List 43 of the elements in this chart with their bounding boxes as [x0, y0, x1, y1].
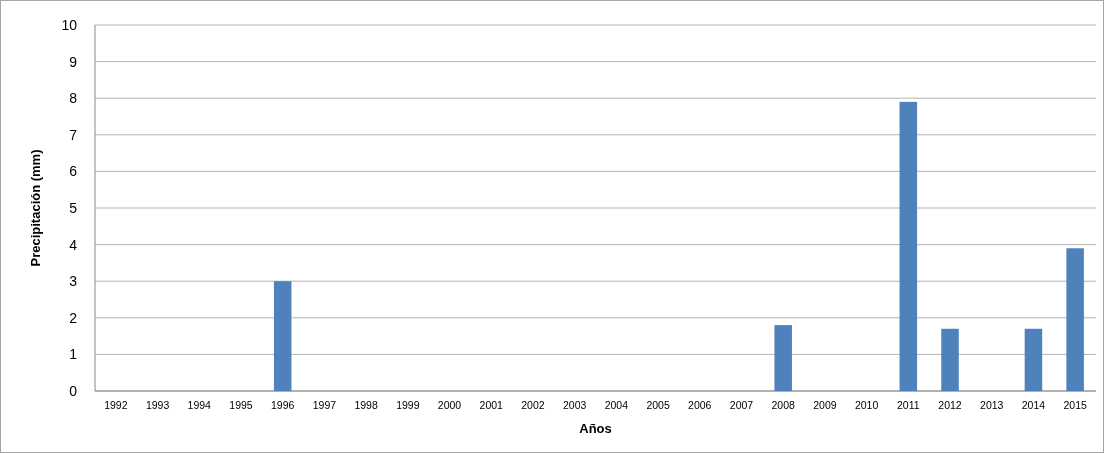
bar	[273, 281, 292, 391]
x-tick-label: 1994	[187, 399, 212, 411]
x-tick-label: 1997	[312, 399, 337, 411]
x-tick-label: 1995	[229, 399, 253, 411]
bar	[1066, 248, 1084, 391]
x-tick-label: 1999	[396, 399, 420, 411]
y-tick-label: 4	[69, 236, 78, 253]
x-axis-title: Años	[579, 421, 612, 436]
x-tick-label: 2015	[1063, 399, 1087, 411]
y-tick-label: 6	[69, 163, 78, 180]
y-tick-label: 2	[69, 309, 78, 326]
x-tick-label: 2007	[729, 399, 754, 411]
x-tick-label: 2012	[938, 399, 962, 411]
x-tick-label: 2013	[980, 399, 1004, 411]
y-tick-label: 8	[69, 90, 78, 107]
y-tick-label: 7	[69, 126, 78, 143]
x-tick-label: 2011	[897, 399, 920, 411]
y-tick-label: 9	[69, 53, 78, 70]
x-tick-label: 1996	[271, 399, 295, 411]
y-tick-label: 0	[69, 382, 78, 399]
x-tick-label: 2004	[604, 399, 629, 411]
x-tick-label: 2001	[479, 399, 504, 411]
x-tick-label: 1998	[354, 399, 378, 411]
bar	[774, 325, 792, 391]
x-tick-label: 2002	[521, 399, 545, 411]
x-tick-label: 2010	[854, 399, 879, 411]
x-tick-label: 1993	[145, 399, 170, 411]
y-tick-label: 10	[61, 16, 78, 33]
y-tick-label: 1	[69, 346, 78, 363]
x-tick-label: 1992	[104, 399, 128, 411]
bar	[941, 328, 959, 391]
x-tick-label: 2003	[562, 399, 587, 411]
x-tick-label: 2014	[1021, 399, 1046, 411]
bar	[899, 101, 918, 391]
y-tick-label: 3	[69, 273, 78, 290]
x-tick-label: 2009	[813, 399, 837, 411]
bar	[1024, 328, 1043, 391]
x-tick-label: 2000	[437, 399, 462, 411]
x-tick-label: 2006	[688, 399, 712, 411]
y-tick-label: 5	[69, 199, 78, 216]
y-axis-title: Precipitación (mm)	[28, 149, 43, 267]
x-tick-label: 2005	[646, 399, 670, 411]
x-tick-label: 2008	[771, 399, 796, 411]
